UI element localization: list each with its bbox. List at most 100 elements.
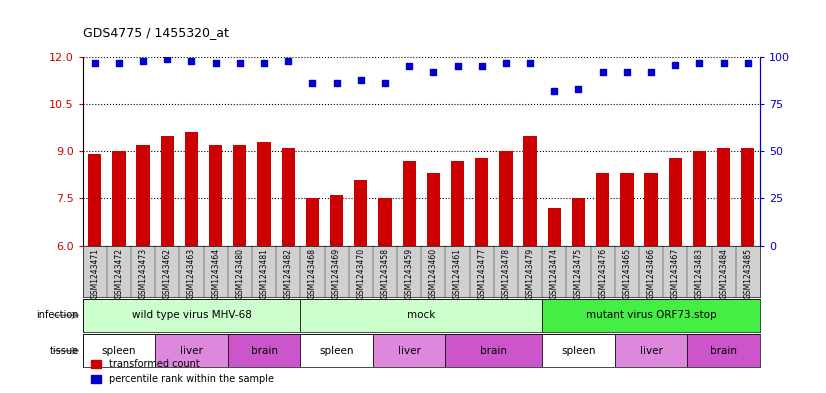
Text: GSM1243475: GSM1243475 xyxy=(574,248,583,299)
Bar xyxy=(83,334,155,367)
Bar xyxy=(233,145,246,246)
Text: infection: infection xyxy=(36,310,78,320)
Bar xyxy=(330,195,344,246)
Point xyxy=(596,69,610,75)
Bar xyxy=(548,208,561,246)
Point xyxy=(402,63,415,70)
Text: GSM1243481: GSM1243481 xyxy=(259,248,268,299)
Text: GSM1243462: GSM1243462 xyxy=(163,248,172,299)
Bar xyxy=(112,151,126,246)
Bar xyxy=(717,148,730,246)
Point xyxy=(669,61,682,68)
Text: brain: brain xyxy=(481,346,507,356)
Bar xyxy=(687,334,760,367)
Text: spleen: spleen xyxy=(320,346,354,356)
Bar xyxy=(542,334,615,367)
Point xyxy=(185,58,198,64)
Point xyxy=(572,86,585,92)
Text: liver: liver xyxy=(398,346,420,356)
Bar xyxy=(475,158,488,246)
Point xyxy=(620,69,634,75)
Point xyxy=(548,88,561,94)
Point xyxy=(258,59,271,66)
Text: GSM1243483: GSM1243483 xyxy=(695,248,704,299)
Text: GSM1243478: GSM1243478 xyxy=(501,248,510,299)
Bar xyxy=(615,334,687,367)
Text: GSM1243472: GSM1243472 xyxy=(114,248,123,299)
Point xyxy=(693,59,706,66)
Bar xyxy=(644,173,657,246)
Point xyxy=(475,63,488,70)
Text: mock: mock xyxy=(407,310,435,320)
Point xyxy=(306,80,319,86)
Text: GSM1243464: GSM1243464 xyxy=(211,248,221,299)
Bar xyxy=(524,136,537,246)
Point xyxy=(136,58,150,64)
Bar xyxy=(155,334,228,367)
Text: GSM1243485: GSM1243485 xyxy=(743,248,752,299)
Bar xyxy=(451,161,464,246)
Bar xyxy=(499,151,513,246)
Bar xyxy=(378,198,392,246)
Bar xyxy=(427,173,440,246)
Bar xyxy=(445,334,542,367)
Text: GSM1243480: GSM1243480 xyxy=(235,248,244,299)
Bar xyxy=(282,148,295,246)
Text: GSM1243482: GSM1243482 xyxy=(283,248,292,299)
Point xyxy=(88,59,102,66)
Point xyxy=(717,59,730,66)
Text: brain: brain xyxy=(710,346,737,356)
Point xyxy=(500,59,513,66)
Point xyxy=(451,63,464,70)
Bar xyxy=(354,180,368,246)
Text: GSM1243484: GSM1243484 xyxy=(719,248,729,299)
Bar xyxy=(136,145,150,246)
Text: GSM1243470: GSM1243470 xyxy=(356,248,365,299)
Bar xyxy=(83,299,301,332)
Text: GDS4775 / 1455320_at: GDS4775 / 1455320_at xyxy=(83,26,229,39)
Bar xyxy=(306,198,319,246)
Point xyxy=(209,59,222,66)
Bar xyxy=(228,334,301,367)
Text: spleen: spleen xyxy=(102,346,136,356)
Text: GSM1243469: GSM1243469 xyxy=(332,248,341,299)
Point xyxy=(161,56,174,62)
Text: brain: brain xyxy=(250,346,278,356)
Text: GSM1243460: GSM1243460 xyxy=(429,248,438,299)
Bar xyxy=(542,299,760,332)
Point xyxy=(330,80,344,86)
Text: GSM1243473: GSM1243473 xyxy=(139,248,148,299)
Bar xyxy=(596,173,610,246)
Bar xyxy=(373,334,445,367)
Bar xyxy=(402,161,415,246)
Point xyxy=(524,59,537,66)
Text: GSM1243466: GSM1243466 xyxy=(647,248,656,299)
Text: spleen: spleen xyxy=(561,346,596,356)
Bar xyxy=(741,148,754,246)
Text: liver: liver xyxy=(180,346,203,356)
Bar xyxy=(620,173,634,246)
Bar xyxy=(258,142,271,246)
Text: GSM1243474: GSM1243474 xyxy=(550,248,559,299)
Text: GSM1243463: GSM1243463 xyxy=(187,248,196,299)
Bar xyxy=(88,154,102,246)
Text: GSM1243459: GSM1243459 xyxy=(405,248,414,299)
Bar xyxy=(668,158,682,246)
Text: GSM1243458: GSM1243458 xyxy=(381,248,390,299)
Text: GSM1243477: GSM1243477 xyxy=(477,248,487,299)
Text: GSM1243476: GSM1243476 xyxy=(598,248,607,299)
Point xyxy=(354,77,368,83)
Text: GSM1243461: GSM1243461 xyxy=(453,248,462,299)
Text: tissue: tissue xyxy=(50,346,78,356)
Legend: transformed count, percentile rank within the sample: transformed count, percentile rank withi… xyxy=(88,356,278,388)
Text: GSM1243479: GSM1243479 xyxy=(525,248,534,299)
Point xyxy=(233,59,246,66)
Point xyxy=(741,59,754,66)
Bar xyxy=(693,151,706,246)
Bar xyxy=(185,132,198,246)
Point xyxy=(644,69,657,75)
Point xyxy=(282,58,295,64)
Text: wild type virus MHV-68: wild type virus MHV-68 xyxy=(131,310,251,320)
Bar xyxy=(572,198,585,246)
Text: liver: liver xyxy=(639,346,662,356)
